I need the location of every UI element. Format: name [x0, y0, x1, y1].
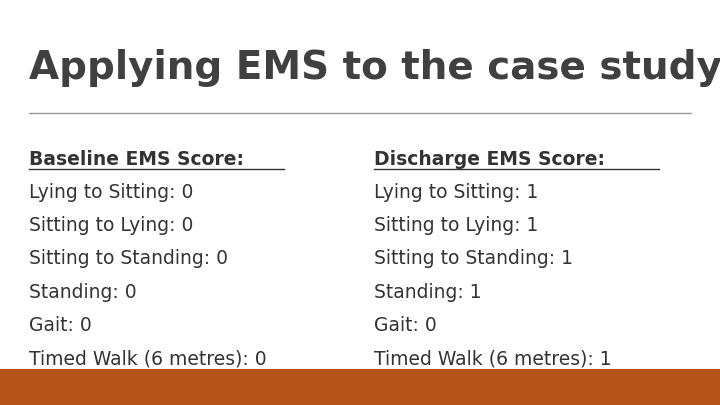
Text: Discharge EMS Score:: Discharge EMS Score: — [374, 150, 606, 169]
Text: Applying EMS to the case study: Applying EMS to the case study — [29, 49, 720, 87]
Text: Functional Reach (Modified): 2: Functional Reach (Modified): 2 — [374, 382, 659, 401]
Text: Sitting to Lying: 1: Sitting to Lying: 1 — [374, 216, 539, 235]
Text: Timed Walk (6 metres): 0: Timed Walk (6 metres): 0 — [29, 349, 266, 368]
Text: Lying to Sitting: 1: Lying to Sitting: 1 — [374, 183, 539, 202]
Text: Standing: 1: Standing: 1 — [374, 283, 482, 302]
Text: Sitting to Standing: 0: Sitting to Standing: 0 — [29, 249, 228, 269]
Text: Lying to Sitting: 0: Lying to Sitting: 0 — [29, 183, 193, 202]
Text: Standing: 0: Standing: 0 — [29, 283, 136, 302]
Text: Gait: 0: Gait: 0 — [374, 316, 437, 335]
Text: Sitting to Standing: 1: Sitting to Standing: 1 — [374, 249, 573, 269]
Text: Timed Walk (6 metres): 1: Timed Walk (6 metres): 1 — [374, 349, 612, 368]
Bar — [0, 369, 720, 405]
Text: Functional Reach (Modified): 0: Functional Reach (Modified): 0 — [29, 382, 313, 401]
Text: Sitting to Lying: 0: Sitting to Lying: 0 — [29, 216, 193, 235]
Text: Baseline EMS Score:: Baseline EMS Score: — [29, 150, 244, 169]
Text: Gait: 0: Gait: 0 — [29, 316, 91, 335]
